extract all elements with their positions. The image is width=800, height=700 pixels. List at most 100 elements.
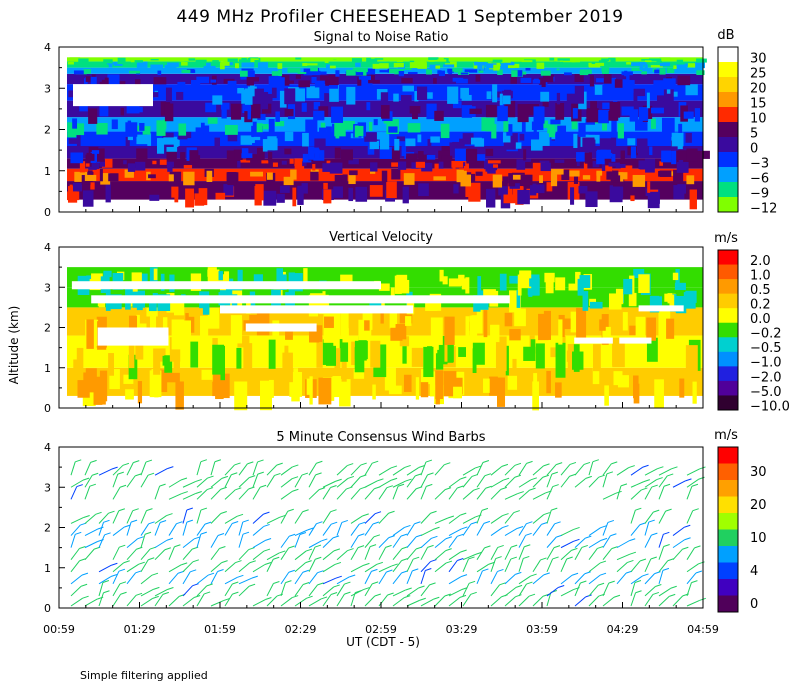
texture-cell	[523, 149, 527, 161]
texture-cell	[663, 78, 676, 90]
texture-cell	[529, 278, 539, 287]
texture-cell	[437, 349, 448, 365]
texture-cell	[389, 68, 398, 74]
colorbar-swatch	[718, 513, 738, 530]
wind-barb	[98, 466, 118, 476]
texture-cell	[279, 90, 287, 108]
texture-cell	[644, 64, 648, 69]
wind-barb	[420, 472, 434, 488]
wind-barb	[182, 507, 193, 524]
texture-cell	[558, 319, 563, 345]
texture-cell	[559, 60, 563, 62]
texture-cell	[128, 315, 138, 332]
texture-cell	[452, 77, 464, 82]
no-data-gap	[245, 323, 317, 332]
texture-cell	[599, 138, 612, 147]
wind-barb	[630, 558, 647, 573]
texture-cell	[516, 290, 521, 308]
texture-cell	[412, 63, 420, 67]
colorbar-label: 0	[750, 597, 758, 612]
texture-cell	[661, 117, 675, 133]
texture-cell	[136, 61, 148, 68]
texture-cell	[451, 160, 464, 168]
wind-barb	[602, 546, 618, 561]
texture-cell	[167, 372, 180, 383]
texture-cell	[485, 117, 495, 132]
texture-cell	[604, 385, 609, 406]
wind-barb	[126, 592, 143, 607]
wind-barb	[644, 477, 663, 488]
texture-cell	[91, 160, 100, 170]
texture-cell	[163, 137, 177, 145]
texture-cell	[517, 104, 529, 123]
x-tick-label: 02:29	[285, 623, 317, 636]
texture-cell	[153, 77, 167, 85]
texture-cell	[659, 62, 670, 67]
texture-cell	[542, 120, 549, 129]
wind-barb	[378, 465, 398, 476]
texture-cell	[125, 122, 138, 137]
wind-barb	[560, 538, 580, 549]
x-axis-ticks: 00:59 01:29 01:59 02:29 02:59 03:29 03:59 04:29…	[43, 623, 719, 636]
wind-barb	[308, 582, 324, 597]
texture-cell	[495, 336, 507, 372]
texture-cell	[441, 155, 453, 161]
texture-cell	[380, 308, 384, 324]
colorbar-swatch	[718, 264, 738, 280]
texture-cell	[477, 58, 490, 62]
texture-cell	[234, 381, 248, 411]
texture-cell	[438, 70, 445, 77]
plot-area	[70, 459, 706, 607]
wind-barb	[336, 475, 355, 488]
wind-barb	[294, 532, 307, 548]
texture-cell	[689, 189, 697, 210]
texture-cell	[335, 70, 340, 77]
filter-footnote: Simple filtering applied	[80, 669, 208, 682]
wind-barb	[392, 483, 405, 500]
texture-cell	[82, 190, 94, 207]
texture-cell	[468, 182, 481, 202]
texture-cell	[284, 131, 294, 142]
texture-cell	[369, 169, 376, 174]
texture-cell	[571, 117, 578, 130]
texture-cell	[672, 91, 678, 97]
wind-barb	[546, 507, 558, 524]
texture-cell	[463, 165, 468, 171]
texture-cell	[570, 187, 575, 205]
texture-cell	[588, 62, 592, 67]
texture-cell	[452, 101, 462, 109]
texture-cell	[223, 184, 234, 196]
wind-barb	[518, 477, 538, 488]
texture-cell	[85, 154, 95, 161]
wind-barb	[630, 522, 647, 536]
texture-cell	[388, 126, 398, 133]
texture-cell	[409, 60, 414, 63]
texture-cell	[408, 71, 418, 75]
wind-barb	[70, 572, 89, 585]
texture-cell	[504, 89, 512, 100]
texture-cell	[218, 373, 230, 399]
texture-cell	[227, 58, 238, 62]
texture-cell	[78, 58, 89, 63]
texture-cell	[577, 278, 584, 296]
texture-cell	[139, 156, 148, 161]
texture-cell	[531, 184, 545, 194]
texture-cell	[261, 160, 269, 164]
texture-cell	[543, 310, 551, 340]
texture-cell	[646, 92, 650, 109]
texture-cell	[241, 89, 246, 104]
wind-barb	[364, 544, 377, 560]
texture-cell	[76, 347, 84, 381]
texture-cell	[346, 69, 356, 76]
wind-barb	[658, 585, 677, 597]
texture-cell	[327, 65, 336, 69]
texture-cell	[557, 58, 570, 61]
wind-barb	[252, 459, 264, 476]
texture-cell	[276, 268, 284, 286]
texture-cell	[316, 336, 323, 368]
wind-barb	[280, 508, 294, 524]
texture-cell	[438, 159, 444, 169]
texture-cell	[128, 165, 135, 171]
texture-cell	[555, 342, 566, 378]
texture-cell	[266, 138, 275, 151]
